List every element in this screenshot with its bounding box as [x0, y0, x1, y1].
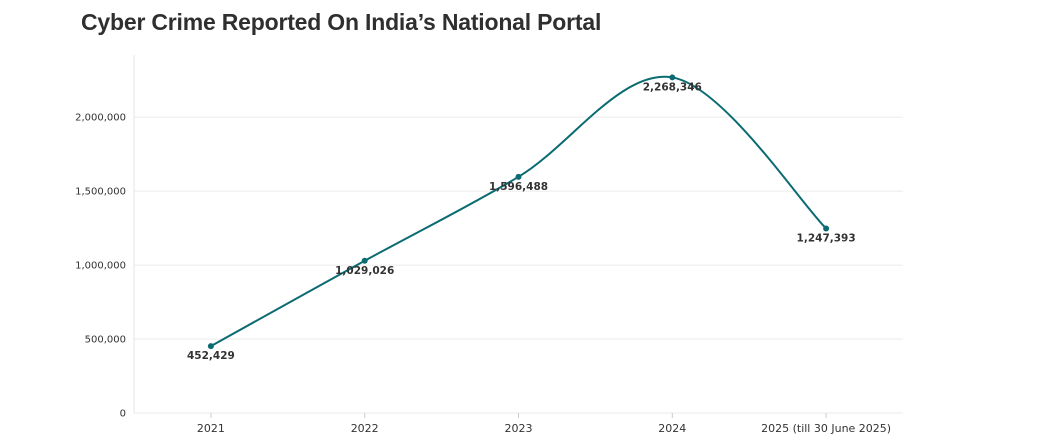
x-tick-label: 2023: [505, 422, 533, 435]
y-tick-label: 0: [120, 409, 126, 420]
y-tick-label: 1,500,000: [75, 187, 126, 198]
data-label: 2,268,346: [643, 81, 702, 93]
y-tick-label: 500,000: [85, 335, 126, 346]
data-point: [361, 257, 368, 264]
y-tick-label: 1,000,000: [75, 261, 126, 272]
chart-title: Cyber Crime Reported On India’s National…: [81, 9, 602, 35]
x-tick-label: 2025 (till 30 June 2025): [761, 422, 891, 435]
data-label: 1,596,488: [489, 181, 548, 193]
data-point: [669, 74, 676, 81]
data-label: 452,429: [187, 350, 235, 362]
data-point: [823, 225, 830, 232]
data-point: [515, 173, 522, 180]
y-tick-label: 2,000,000: [75, 113, 126, 124]
data-point: [207, 343, 214, 350]
data-label: 1,247,393: [797, 232, 856, 244]
series-line: [210, 75, 827, 347]
x-tick-label: 2024: [658, 422, 686, 435]
x-tick-label: 2021: [197, 422, 225, 435]
x-tick-label: 2022: [351, 422, 379, 435]
data-label: 1,029,026: [335, 265, 394, 277]
